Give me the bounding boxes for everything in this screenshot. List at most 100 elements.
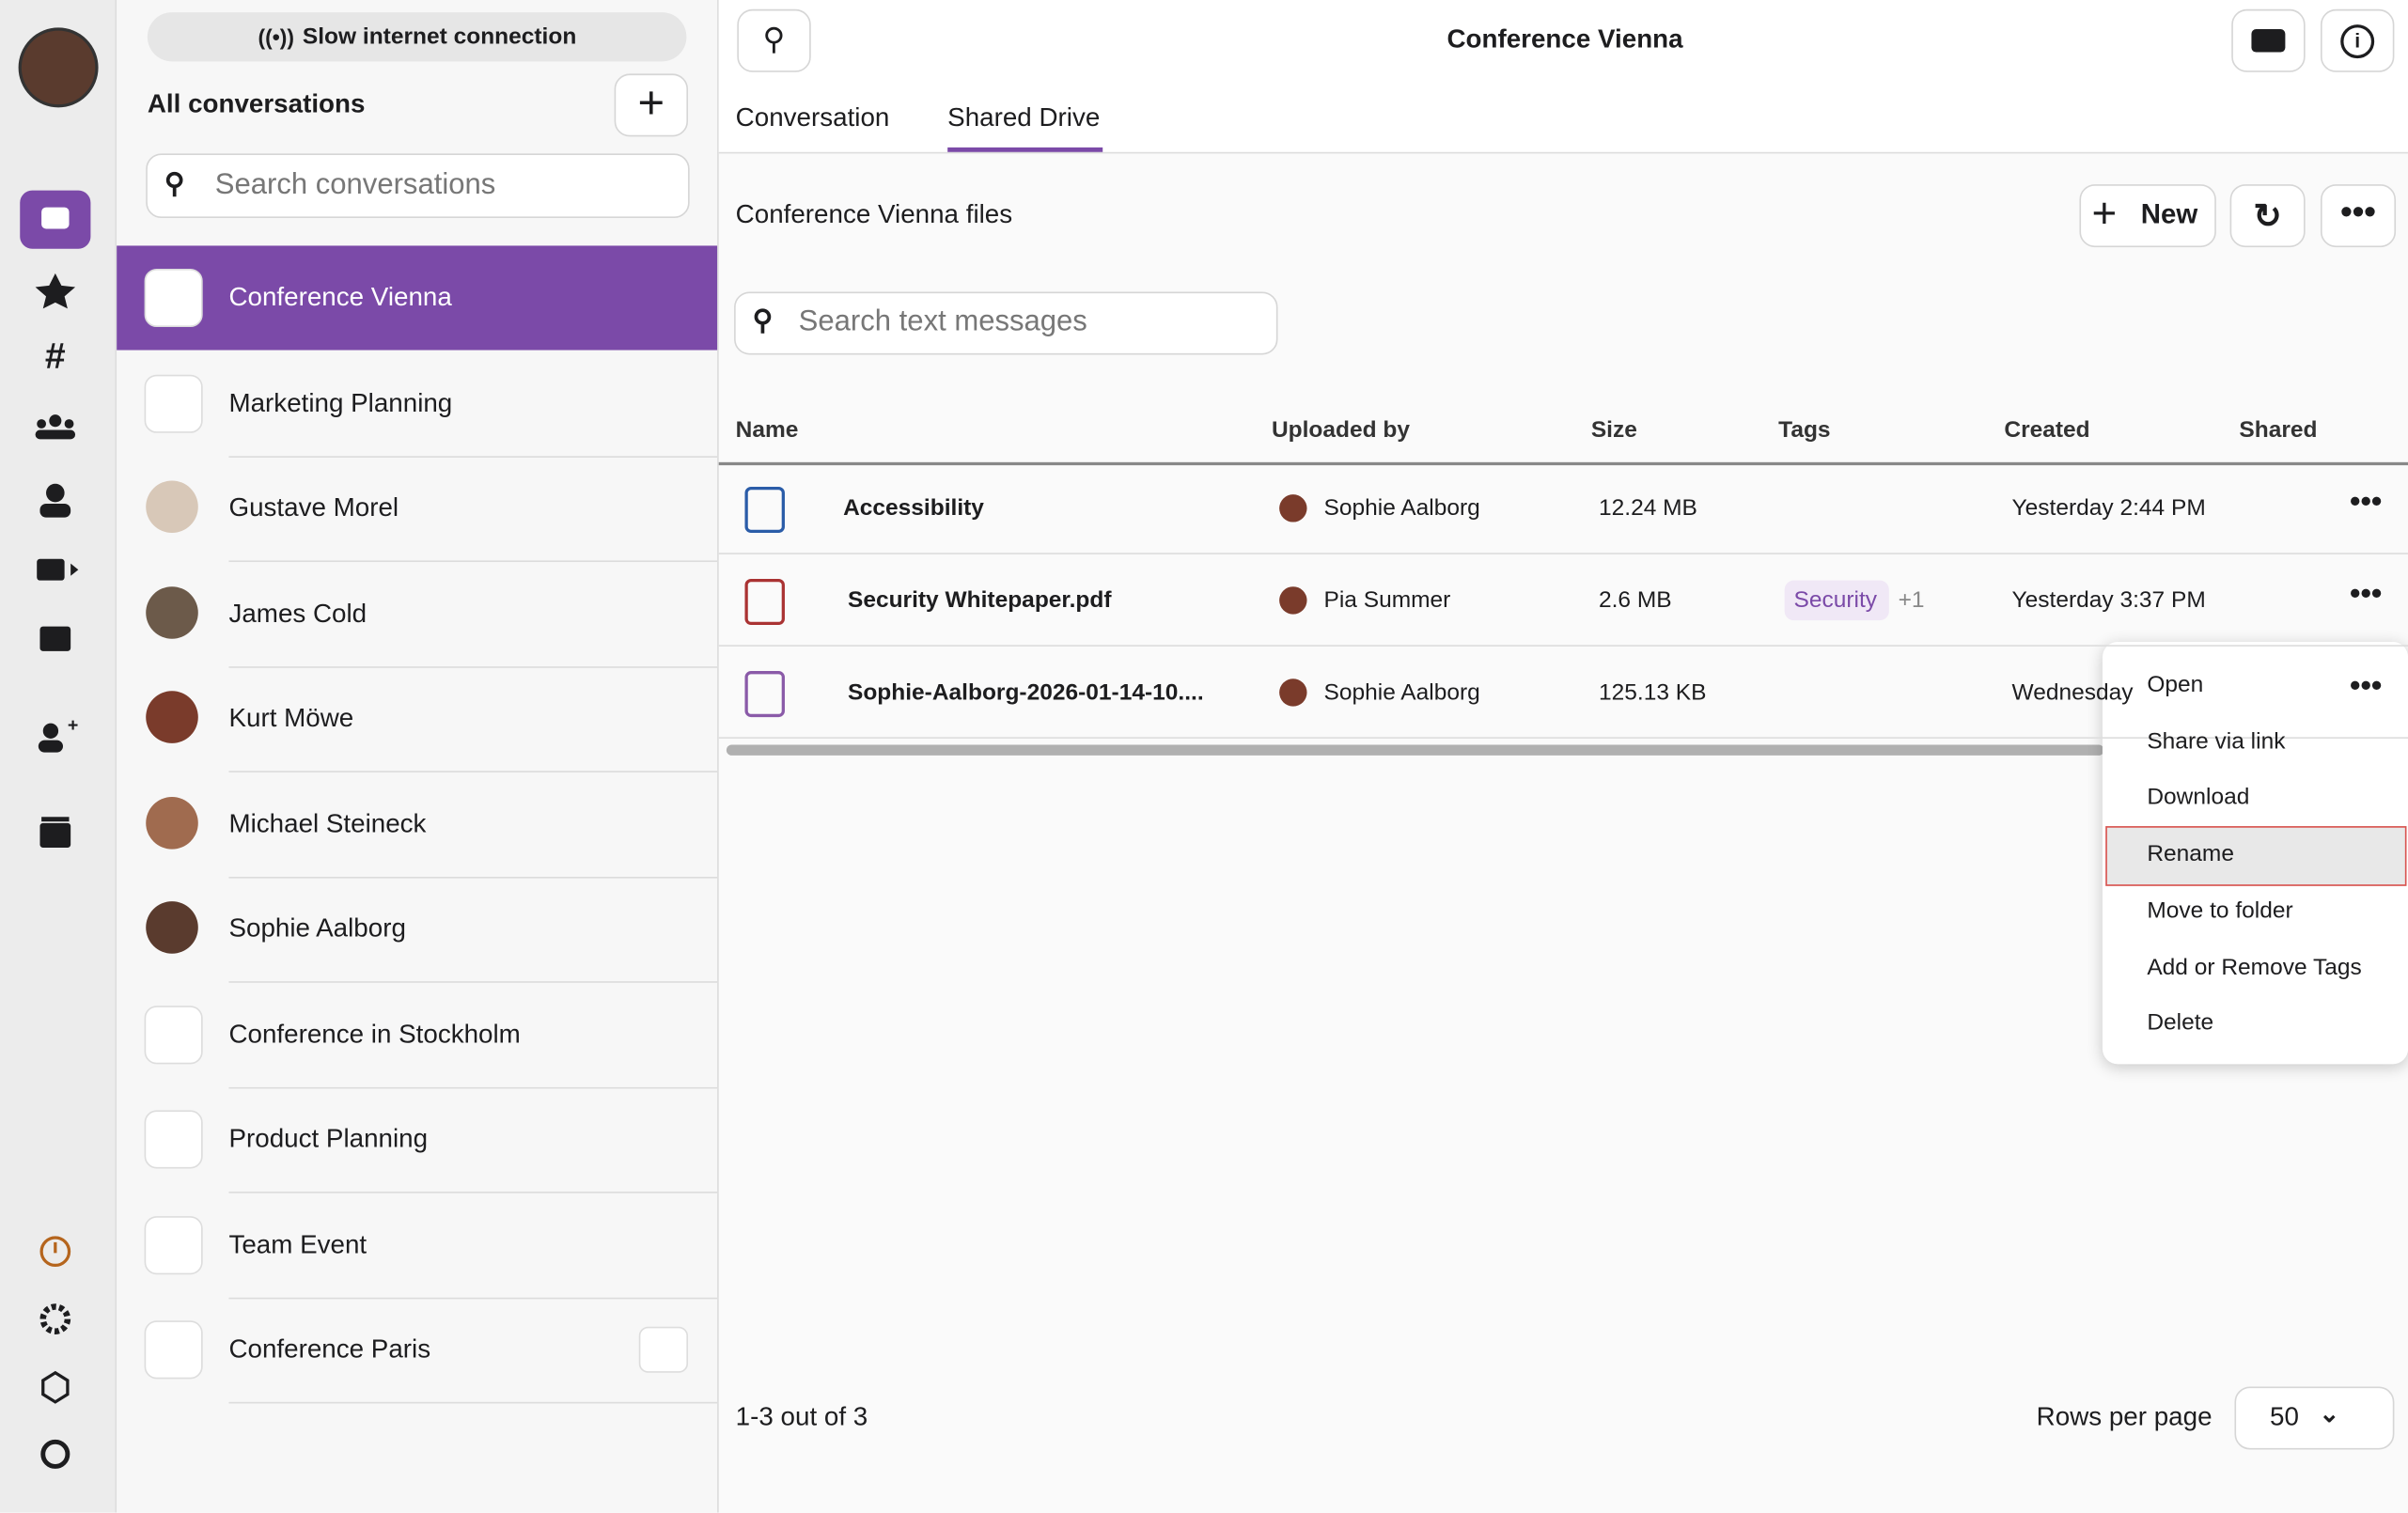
contact-avatar xyxy=(146,480,198,533)
conversation-title: Conference Vienna xyxy=(1446,24,1683,55)
column-header[interactable]: Created xyxy=(2004,416,2090,444)
menu-item[interactable]: Open xyxy=(2147,671,2204,698)
group-icon xyxy=(144,373,203,432)
search-placeholder: Search conversations xyxy=(214,168,496,202)
file-size: 2.6 MB xyxy=(1598,587,1672,614)
contact-avatar xyxy=(146,901,198,954)
message-search[interactable] xyxy=(734,291,1278,355)
menu-item[interactable]: Download xyxy=(2147,784,2250,811)
tab-conversation[interactable]: Conversation xyxy=(735,102,890,133)
row-divider xyxy=(228,1401,718,1404)
column-header[interactable]: Size xyxy=(1590,416,1637,444)
conversation-row[interactable] xyxy=(117,456,717,560)
refresh-button[interactable]: ↻ xyxy=(2229,184,2306,248)
more-button[interactable]: ••• xyxy=(2320,184,2397,248)
group-icon xyxy=(144,1110,203,1169)
conversation-name: Kurt Möwe xyxy=(228,703,354,733)
column-header[interactable]: Name xyxy=(735,416,799,444)
column-header[interactable]: Uploaded by xyxy=(1271,416,1411,444)
file-name[interactable]: Sophie-Aalborg-2026-01-14-10.... xyxy=(847,679,1204,706)
new-conversation-button[interactable]: + xyxy=(614,73,689,137)
row-divider xyxy=(718,645,2408,647)
column-header[interactable]: Tags xyxy=(1778,416,1831,444)
file-size: 125.13 KB xyxy=(1598,679,1707,706)
row-actions[interactable]: ••• xyxy=(2350,669,2383,704)
row-divider xyxy=(718,737,2408,739)
row-divider xyxy=(228,771,718,772)
file-name[interactable]: Security Whitepaper.pdf xyxy=(847,587,1112,614)
uploader-avatar xyxy=(1279,494,1307,523)
row-divider xyxy=(228,560,718,563)
chevron: ⌄ xyxy=(2319,1401,2340,1428)
uploader-name: Sophie Aalborg xyxy=(1323,679,1480,706)
conversation-row[interactable] xyxy=(117,1193,717,1297)
conversation-row-selected[interactable] xyxy=(117,245,718,351)
sidebar-title: All conversations xyxy=(147,88,366,118)
conversation-row[interactable] xyxy=(117,877,717,981)
tag-more: +1 xyxy=(1898,587,1925,614)
group-icon xyxy=(144,1320,203,1380)
banner-text: Slow internet connection xyxy=(302,23,577,51)
contact-avatar xyxy=(146,691,198,743)
file-icon xyxy=(744,579,785,626)
row-divider xyxy=(228,1191,718,1193)
nav-chats[interactable] xyxy=(20,190,91,249)
nav-rail xyxy=(0,0,117,1513)
group-icon xyxy=(144,1215,203,1274)
conversation-search[interactable] xyxy=(146,153,690,219)
conversation-name: James Cold xyxy=(228,598,367,628)
search-icon: ⚲ xyxy=(752,304,774,336)
header-search-button[interactable]: ⚲ xyxy=(737,8,811,72)
group-icon xyxy=(144,1005,203,1064)
horizontal-scrollbar[interactable] xyxy=(726,744,2104,756)
table-header-rule xyxy=(718,461,2408,466)
menu-item[interactable]: Add or Remove Tags xyxy=(2147,953,2362,980)
user-avatar[interactable] xyxy=(18,27,99,108)
conversation-name: Sophie Aalborg xyxy=(228,913,406,944)
menu-item[interactable]: Delete xyxy=(2147,1009,2214,1037)
uploader-name: Sophie Aalborg xyxy=(1323,494,1480,522)
new-icon: + xyxy=(2091,188,2118,237)
row-divider xyxy=(228,876,718,878)
conversation-name: Conference Vienna xyxy=(228,282,452,312)
conversation-name: Gustave Morel xyxy=(228,492,399,523)
svg-text:+: + xyxy=(68,715,78,736)
conversation-name: Team Event xyxy=(228,1229,367,1259)
search-placeholder: Search text messages xyxy=(798,305,1087,338)
menu-highlight xyxy=(2105,826,2407,886)
menu-item[interactable]: Rename xyxy=(2147,840,2234,867)
conversation-name: Product Planning xyxy=(228,1124,429,1154)
file-name[interactable]: Accessibility xyxy=(843,494,984,522)
uploader-name: Pia Summer xyxy=(1323,587,1451,614)
row-divider xyxy=(228,455,718,458)
video-call-button[interactable] xyxy=(2231,8,2306,72)
conversation-row[interactable] xyxy=(117,561,717,665)
row-actions[interactable]: ••• xyxy=(2350,577,2383,612)
new-file-button[interactable] xyxy=(2079,184,2216,248)
conversation-row[interactable] xyxy=(117,666,717,771)
drive-title: Conference Vienna files xyxy=(735,199,1013,229)
info-button[interactable]: i xyxy=(2320,8,2395,72)
created-date: Yesterday 3:37 PM xyxy=(2011,587,2206,614)
row-divider xyxy=(718,553,2408,554)
column-header[interactable]: Shared xyxy=(2239,416,2318,444)
group-icon xyxy=(144,268,203,328)
uploader-avatar xyxy=(1279,586,1307,615)
file-size: 12.24 MB xyxy=(1598,494,1697,522)
menu-item[interactable]: Share via link xyxy=(2147,727,2286,755)
active-tab-indicator xyxy=(947,147,1103,152)
rows-per-page-select[interactable] xyxy=(2234,1386,2395,1450)
main-header xyxy=(718,0,2408,154)
file-icon xyxy=(744,486,785,533)
nav-icons[interactable]: # + xyxy=(0,261,116,1490)
menu-item[interactable]: Move to folder xyxy=(2147,897,2293,924)
uploader-avatar xyxy=(1279,679,1307,707)
row-divider xyxy=(228,981,718,983)
svg-text:#: # xyxy=(45,336,66,377)
row-divider xyxy=(228,665,718,667)
row-actions[interactable]: ••• xyxy=(2350,485,2383,520)
tab-shared-drive[interactable]: Shared Drive xyxy=(947,102,1101,133)
row-divider xyxy=(228,1086,718,1088)
